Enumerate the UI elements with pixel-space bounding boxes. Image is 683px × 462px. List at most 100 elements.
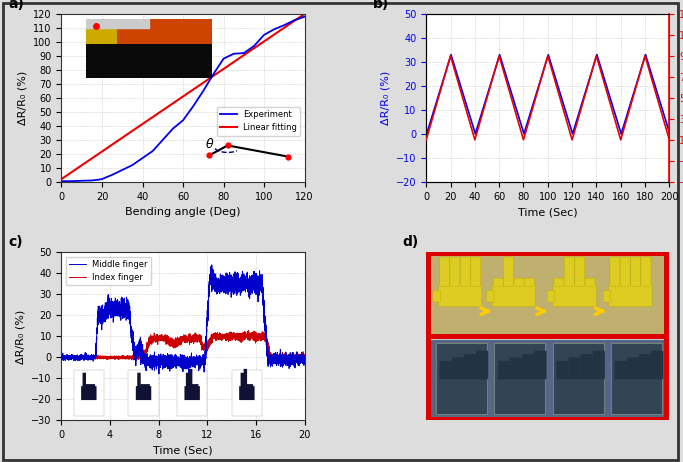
FancyBboxPatch shape — [554, 278, 564, 286]
Index finger — [173, 343, 181, 348]
FancyBboxPatch shape — [440, 257, 449, 286]
Middle finger — [161, 356, 169, 361]
FancyBboxPatch shape — [81, 386, 96, 400]
FancyBboxPatch shape — [556, 361, 568, 379]
FancyBboxPatch shape — [568, 358, 581, 379]
Legend: Experiment, Linear fitting: Experiment, Linear fitting — [217, 107, 301, 136]
FancyBboxPatch shape — [627, 358, 639, 379]
Y-axis label: ΔR/R₀ (%): ΔR/R₀ (%) — [380, 71, 391, 125]
FancyBboxPatch shape — [431, 256, 665, 417]
FancyBboxPatch shape — [433, 291, 441, 302]
Bar — [177, 370, 208, 416]
FancyBboxPatch shape — [247, 384, 250, 388]
FancyBboxPatch shape — [514, 278, 524, 286]
FancyBboxPatch shape — [146, 384, 150, 388]
X-axis label: Time (Sec): Time (Sec) — [153, 446, 213, 456]
Index finger — [160, 336, 168, 341]
Text: b): b) — [373, 0, 389, 11]
FancyBboxPatch shape — [585, 278, 595, 286]
Line: Middle finger: Middle finger — [61, 265, 305, 374]
FancyBboxPatch shape — [522, 354, 534, 379]
FancyBboxPatch shape — [603, 291, 611, 302]
FancyBboxPatch shape — [195, 384, 199, 388]
FancyBboxPatch shape — [471, 257, 481, 286]
Bar — [74, 370, 104, 416]
Text: $\theta$: $\theta$ — [206, 137, 214, 151]
Text: a): a) — [8, 0, 24, 11]
X-axis label: Time (Sec): Time (Sec) — [518, 207, 578, 217]
Y-axis label: ΔR/R₀ (%): ΔR/R₀ (%) — [18, 71, 28, 125]
FancyBboxPatch shape — [431, 256, 665, 336]
Index finger — [285, 359, 294, 365]
FancyBboxPatch shape — [639, 354, 651, 379]
FancyBboxPatch shape — [460, 257, 471, 286]
FancyBboxPatch shape — [464, 354, 476, 379]
Middle finger — [281, 357, 290, 363]
FancyBboxPatch shape — [140, 384, 143, 388]
FancyBboxPatch shape — [451, 358, 464, 379]
Middle finger — [57, 355, 66, 360]
Middle finger — [234, 277, 242, 283]
FancyBboxPatch shape — [85, 384, 89, 388]
FancyBboxPatch shape — [89, 384, 92, 388]
FancyBboxPatch shape — [136, 386, 151, 400]
FancyBboxPatch shape — [493, 278, 503, 286]
FancyBboxPatch shape — [581, 354, 593, 379]
FancyBboxPatch shape — [651, 351, 663, 379]
FancyBboxPatch shape — [641, 257, 651, 286]
FancyBboxPatch shape — [440, 361, 451, 379]
FancyBboxPatch shape — [186, 373, 189, 388]
FancyBboxPatch shape — [630, 257, 641, 286]
FancyBboxPatch shape — [250, 384, 253, 388]
Middle finger — [160, 360, 168, 365]
Middle finger — [301, 354, 309, 359]
FancyBboxPatch shape — [593, 351, 605, 379]
FancyBboxPatch shape — [476, 351, 488, 379]
FancyBboxPatch shape — [525, 278, 534, 286]
Index finger — [293, 353, 301, 359]
Index finger — [301, 353, 309, 359]
FancyBboxPatch shape — [553, 284, 596, 307]
Legend: Middle finger, Index finger: Middle finger, Index finger — [66, 256, 151, 286]
FancyBboxPatch shape — [620, 257, 630, 286]
Text: c): c) — [8, 235, 23, 249]
FancyBboxPatch shape — [450, 257, 460, 286]
Index finger — [245, 328, 253, 334]
FancyBboxPatch shape — [92, 384, 95, 388]
Line: Index finger: Index finger — [61, 331, 305, 362]
FancyBboxPatch shape — [534, 351, 546, 379]
Y-axis label: ΔR/R₀ (%): ΔR/R₀ (%) — [16, 309, 26, 364]
Middle finger — [293, 356, 301, 362]
FancyBboxPatch shape — [240, 373, 244, 388]
FancyBboxPatch shape — [189, 369, 193, 388]
FancyBboxPatch shape — [244, 369, 247, 388]
Middle finger — [208, 262, 216, 267]
Index finger — [281, 353, 289, 359]
FancyBboxPatch shape — [438, 284, 482, 307]
FancyBboxPatch shape — [615, 361, 627, 379]
Middle finger — [173, 359, 181, 365]
FancyBboxPatch shape — [192, 384, 195, 388]
FancyBboxPatch shape — [610, 257, 620, 286]
Bar — [232, 370, 262, 416]
FancyBboxPatch shape — [609, 284, 652, 307]
FancyBboxPatch shape — [510, 358, 522, 379]
FancyBboxPatch shape — [494, 343, 545, 413]
Middle finger — [155, 371, 163, 377]
FancyBboxPatch shape — [553, 343, 604, 413]
FancyBboxPatch shape — [431, 340, 665, 417]
FancyBboxPatch shape — [143, 384, 147, 388]
FancyBboxPatch shape — [575, 257, 585, 286]
FancyBboxPatch shape — [547, 291, 555, 302]
FancyBboxPatch shape — [564, 257, 574, 286]
FancyBboxPatch shape — [436, 343, 487, 413]
FancyBboxPatch shape — [426, 252, 669, 420]
FancyBboxPatch shape — [503, 257, 514, 286]
Index finger — [57, 354, 66, 359]
Bar — [128, 370, 158, 416]
FancyBboxPatch shape — [137, 373, 141, 388]
Index finger — [234, 332, 242, 338]
Index finger — [161, 335, 169, 341]
FancyBboxPatch shape — [184, 386, 200, 400]
FancyBboxPatch shape — [611, 343, 662, 413]
